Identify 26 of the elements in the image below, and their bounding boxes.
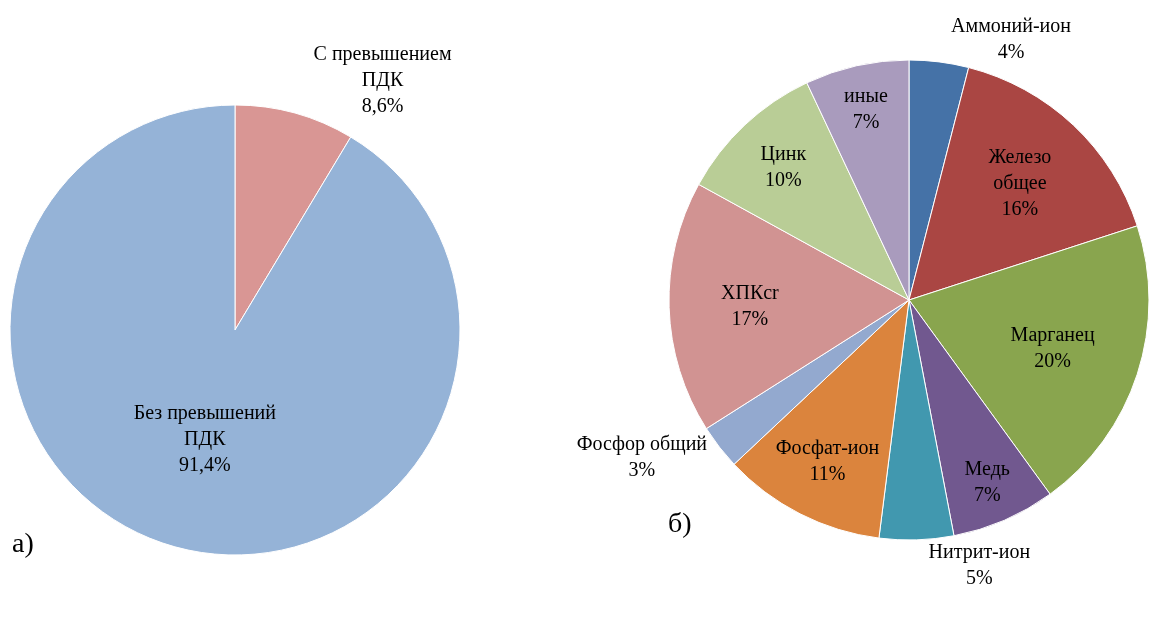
data-label: 17%: [731, 307, 769, 329]
slice-label: С превышением ПДК: [313, 41, 452, 91]
data-label: 7%: [973, 482, 1001, 505]
slice-label: Железо общее: [988, 144, 1052, 194]
slice-label: Аммоний-ион: [951, 14, 1072, 37]
data-label: 4%: [997, 40, 1025, 63]
data-label: 16%: [1001, 196, 1039, 219]
slice-label: Нитрит-ион: [928, 539, 1031, 563]
data-label: 11%: [809, 461, 846, 484]
slice-label: иные: [844, 83, 888, 106]
data-label: 5%: [966, 565, 993, 588]
slice-label: Фосфат-ион: [775, 435, 880, 459]
slice-label: Фосфор общий: [576, 432, 708, 456]
data-label: 3%: [628, 458, 656, 481]
slice-label: Медь: [964, 456, 1010, 480]
text: б): [668, 507, 692, 538]
data-label: 20%: [1034, 348, 1071, 371]
data-label: 10%: [765, 168, 802, 191]
data-label: 91,4%: [178, 453, 231, 476]
slice-label: Без превышений ПДК: [133, 401, 277, 451]
slice-label: ХПКcr: [720, 281, 780, 303]
text: а): [12, 527, 34, 558]
data-label: 7%: [852, 109, 880, 132]
slice-label: Марганец: [1010, 322, 1095, 346]
data-label: 8,6%: [361, 93, 404, 116]
slice-label: Цинк: [760, 142, 807, 166]
